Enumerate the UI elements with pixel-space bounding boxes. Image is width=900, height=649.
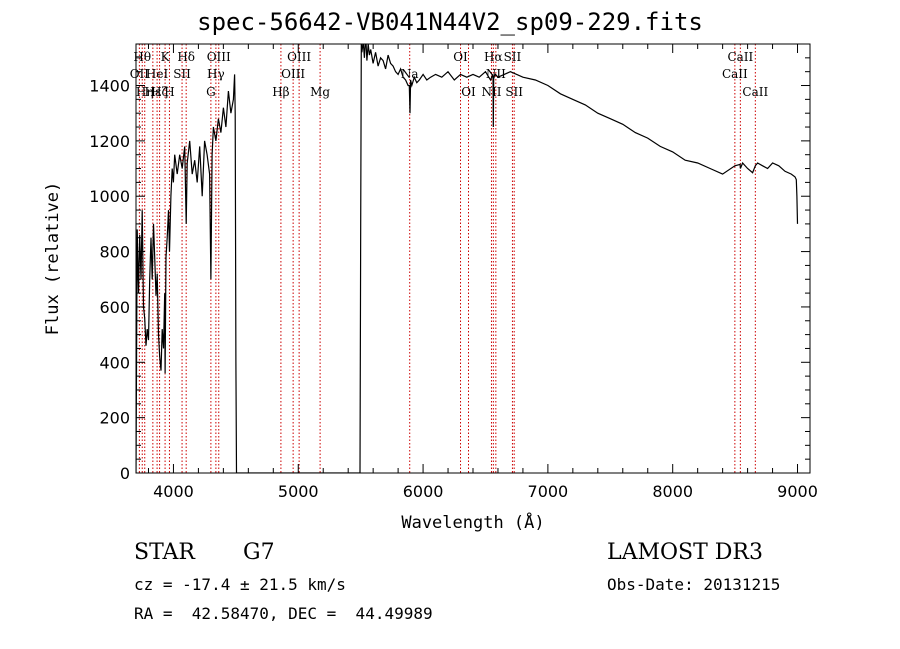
spectral-subclass: G7 xyxy=(243,540,275,565)
line-marker-label-18: OI xyxy=(453,50,468,64)
line-marker-label-3: Hε xyxy=(145,85,162,99)
observation-date: Obs-Date: 20131215 xyxy=(607,575,781,594)
chart-title: spec-56642-VB041N44V2_sp09-229.fits xyxy=(197,8,703,36)
line-marker-label-10: G xyxy=(206,85,216,99)
line-marker-label-21: Hα xyxy=(484,50,503,64)
y-tick-label-600: 600 xyxy=(99,298,130,317)
line-marker-label-6: K xyxy=(161,50,171,64)
survey-name: LAMOST DR3 xyxy=(607,540,763,565)
line-marker-label-14: OIII xyxy=(281,67,305,81)
line-marker-label-25: CaII xyxy=(722,67,748,81)
x-tick-label-7000: 7000 xyxy=(528,482,569,501)
coordinates: RA = 42.58470, DEC = 44.49989 xyxy=(134,604,433,623)
y-axis-label: Flux (relative) xyxy=(43,182,63,336)
line-marker-label-2: Hη xyxy=(136,85,154,99)
x-tick-label-8000: 8000 xyxy=(652,482,693,501)
line-marker-label-22: NII xyxy=(486,67,506,81)
line-marker-label-13: Hβ xyxy=(272,85,289,99)
object-class: STAR xyxy=(134,540,195,565)
x-tick-label-9000: 9000 xyxy=(777,482,818,501)
line-marker-label-11: Hγ xyxy=(207,67,225,81)
y-tick-label-800: 800 xyxy=(99,243,130,262)
line-marker-label-0: OII xyxy=(130,67,150,81)
line-marker-label-17: Na xyxy=(401,67,419,81)
line-marker-label-5: Hζ xyxy=(151,85,168,99)
line-marker-label-27: CaII xyxy=(742,85,768,99)
y-tick-label-1400: 1400 xyxy=(89,77,130,96)
line-marker-label-12: OIII xyxy=(207,50,231,64)
x-tick-label-5000: 5000 xyxy=(278,482,319,501)
line-marker-label-8: SII xyxy=(173,67,191,81)
line-marker-label-4: HeI xyxy=(146,67,169,81)
line-marker-label-19: OI xyxy=(461,85,476,99)
line-marker-label-1: Hθ xyxy=(133,50,151,64)
line-marker-label-20: NII xyxy=(481,85,501,99)
line-marker-label-23: SII xyxy=(504,50,522,64)
line-marker-label-24: SII xyxy=(505,85,523,99)
line-marker-label-7: H xyxy=(164,85,174,99)
line-marker-label-9: Hδ xyxy=(177,50,195,64)
y-tick-label-1200: 1200 xyxy=(89,132,130,151)
x-axis-label: Wavelength (Å) xyxy=(401,511,544,533)
x-tick-label-6000: 6000 xyxy=(403,482,444,501)
x-tick-label-4000: 4000 xyxy=(153,482,194,501)
line-marker-label-15: OIII xyxy=(287,50,311,64)
y-tick-label-200: 200 xyxy=(99,409,130,428)
redshift-velocity: cz = -17.4 ± 21.5 km/s xyxy=(134,575,346,594)
y-tick-label-400: 400 xyxy=(99,353,130,372)
plot-frame xyxy=(135,43,811,474)
line-marker-label-16: Mg xyxy=(310,85,330,99)
spectrum-series-line xyxy=(136,44,799,473)
line-marker-label-26: CaII xyxy=(727,50,753,64)
y-tick-label-1000: 1000 xyxy=(89,187,130,206)
y-tick-label-0: 0 xyxy=(120,464,130,483)
